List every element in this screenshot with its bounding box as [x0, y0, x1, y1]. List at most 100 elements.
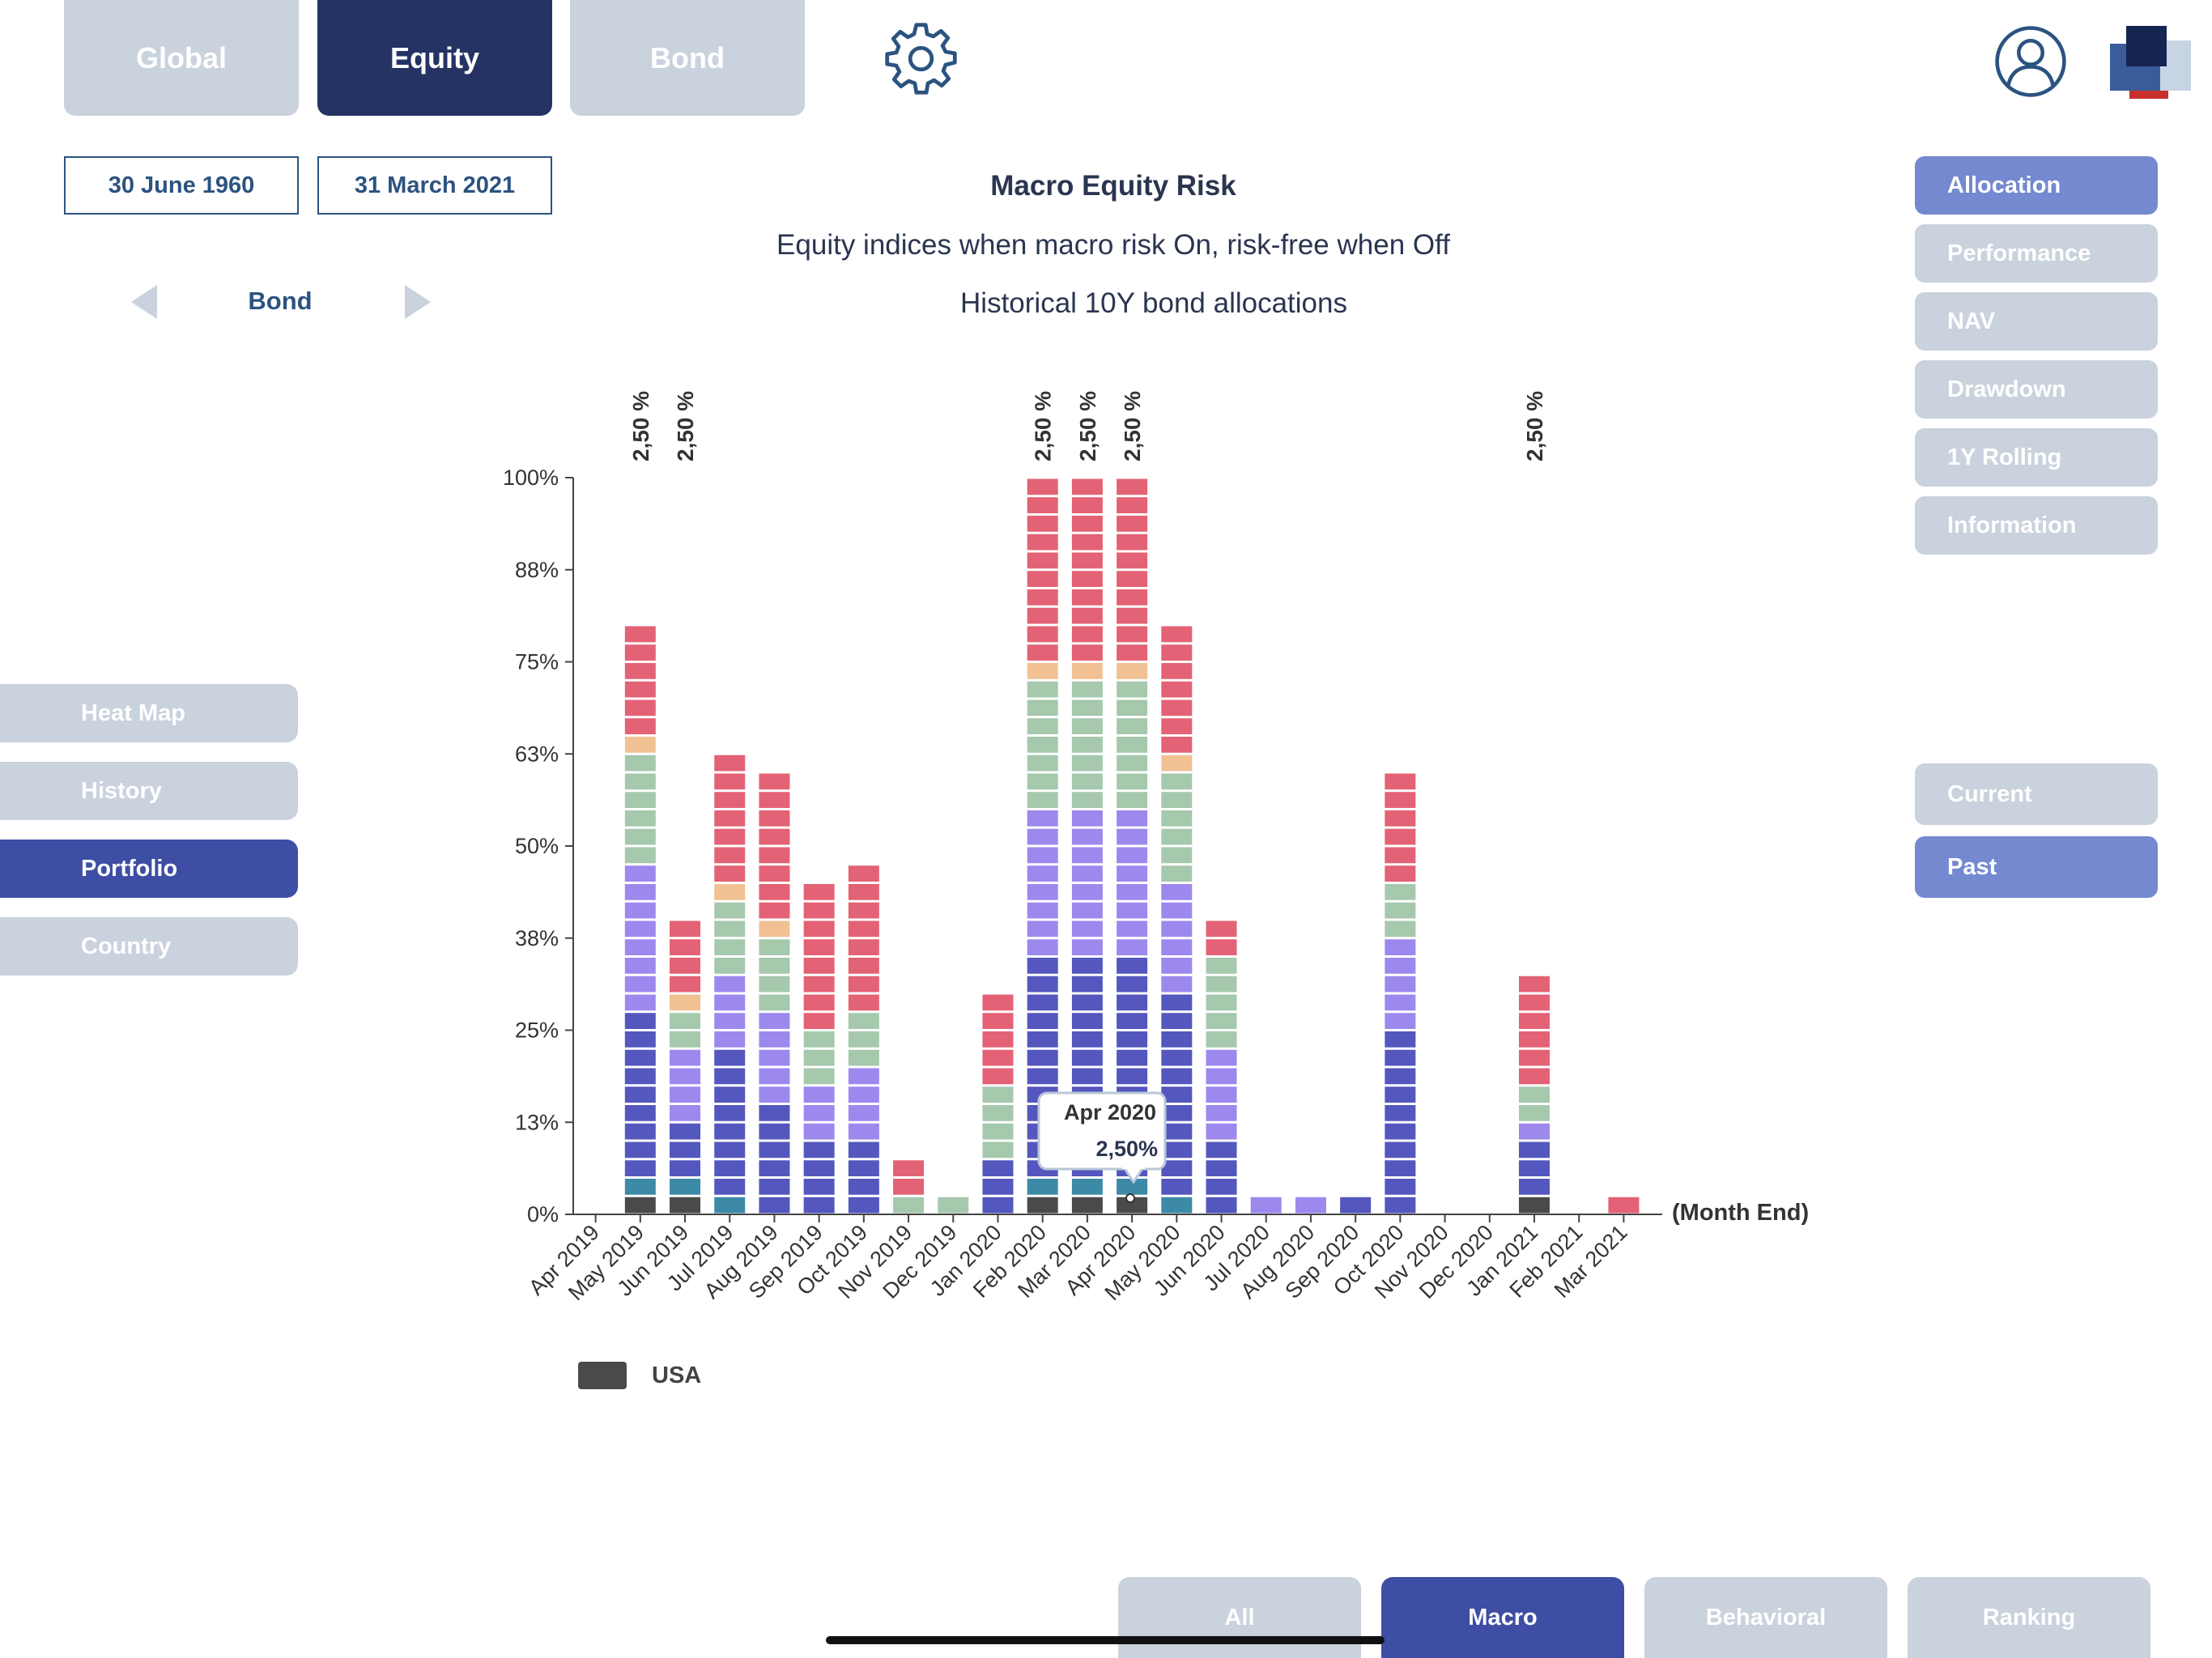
bar-segment-red — [1071, 644, 1103, 661]
y-tick-label: 0% — [527, 1202, 559, 1226]
bar-segment-lavender — [624, 865, 656, 882]
bar-segment-lavender — [1117, 939, 1148, 955]
bar-segment-indigo — [1385, 1197, 1416, 1214]
bar-segment-indigo — [1340, 1197, 1372, 1214]
bar-segment-indigo — [848, 1160, 879, 1176]
y-tick-label: 88% — [515, 558, 559, 582]
bar-segment-lavender — [714, 1013, 746, 1029]
triangle-right-icon[interactable] — [403, 283, 432, 321]
bar-segment-sage — [1117, 718, 1148, 734]
bar-segment-sage — [1117, 737, 1148, 753]
bar-segment-indigo — [670, 1123, 701, 1140]
tab-global[interactable]: Global — [64, 0, 299, 116]
bar-segment-indigo — [624, 1105, 656, 1121]
bar-segment-red — [1518, 1031, 1550, 1048]
legend-label: USA — [652, 1363, 702, 1388]
chart-title: Macro Equity Risk — [990, 170, 1236, 202]
bar-segment-dark — [1518, 1197, 1550, 1214]
menu-performance[interactable]: Performance — [1915, 224, 2158, 283]
bar-segment-red — [759, 773, 790, 790]
bar-segment-red — [803, 939, 835, 955]
bar-segment-lavender — [1071, 920, 1103, 937]
tab-bond[interactable]: Bond — [570, 0, 805, 116]
menu-drawdown[interactable]: Drawdown — [1915, 360, 2158, 419]
bar-segment-red — [624, 718, 656, 734]
bar-segment-red — [1071, 552, 1103, 569]
bar-segment-lavender — [1117, 902, 1148, 919]
bar-segment-sage — [982, 1123, 1014, 1140]
menu-portfolio[interactable]: Portfolio — [0, 840, 298, 898]
bar-segment-red — [1071, 571, 1103, 587]
triangle-left-icon[interactable] — [130, 283, 159, 321]
start-date-field[interactable]: 30 June 1960 — [64, 156, 299, 215]
bar-segment-red — [1027, 516, 1058, 532]
menu-history[interactable]: History — [0, 762, 298, 820]
bar-segment-lavender — [1071, 828, 1103, 845]
bar-segment-sage — [714, 958, 746, 974]
bar-segment-lavender — [1385, 994, 1416, 1011]
bar-segment-indigo — [624, 1031, 656, 1048]
end-date-field[interactable]: 31 March 2021 — [317, 156, 552, 215]
bar-segment-sage — [1071, 773, 1103, 790]
bar-segment-red — [848, 958, 879, 974]
bar-segment-red — [714, 810, 746, 827]
bar-segment-sage — [1027, 681, 1058, 698]
bar-segment-red — [848, 939, 879, 955]
bar-segment-red — [714, 847, 746, 864]
bar-segment-sage — [1161, 828, 1193, 845]
bar-segment-sage — [938, 1197, 969, 1214]
menu-allocation[interactable]: Allocation — [1915, 156, 2158, 215]
bar-segment-red — [670, 976, 701, 993]
bar-segment-indigo — [982, 1179, 1014, 1195]
bar-segment-peach — [1071, 663, 1103, 679]
bar-segment-lavender — [1027, 902, 1058, 919]
bar-segment-indigo — [982, 1197, 1014, 1214]
bottom-tab-all[interactable]: All — [1118, 1577, 1361, 1658]
menu-nav[interactable]: NAV — [1915, 292, 2158, 351]
bar-segment-indigo — [624, 1086, 656, 1103]
bar-segment-lavender — [1071, 865, 1103, 882]
bar-segment-indigo — [1117, 1068, 1148, 1085]
user-avatar-icon[interactable] — [1993, 24, 2068, 99]
bar-segment-indigo — [1385, 1141, 1416, 1158]
bar-segment-sage — [848, 1031, 879, 1048]
bar-segment-sage — [1161, 810, 1193, 827]
bar-segment-red — [803, 976, 835, 993]
bottom-tab-ranking[interactable]: Ranking — [1908, 1577, 2150, 1658]
bar-segment-red — [1608, 1197, 1640, 1214]
bar-segment-red — [1161, 644, 1193, 661]
bar-segment-indigo — [1161, 1179, 1193, 1195]
bar-segment-indigo — [1385, 1123, 1416, 1140]
bar-segment-indigo — [1385, 1179, 1416, 1195]
bar-segment-sage — [1071, 755, 1103, 772]
menu-heat-map[interactable]: Heat Map — [0, 684, 298, 742]
bar-segment-sage — [624, 755, 656, 772]
bar-segment-red — [1518, 994, 1550, 1011]
bar-segment-indigo — [1161, 1068, 1193, 1085]
menu-country[interactable]: Country — [0, 917, 298, 976]
bar-segment-red — [848, 976, 879, 993]
bar-segment-red — [1206, 939, 1237, 955]
menu-information[interactable]: Information — [1915, 496, 2158, 555]
gear-icon[interactable] — [883, 20, 959, 97]
bottom-tab-behavioral[interactable]: Behavioral — [1644, 1577, 1887, 1658]
bar-segment-red — [714, 755, 746, 772]
toggle-past[interactable]: Past — [1915, 836, 2158, 898]
bottom-tab-macro[interactable]: Macro — [1381, 1577, 1624, 1658]
bar-segment-lavender — [759, 1086, 790, 1103]
bar-segment-sage — [1027, 792, 1058, 808]
bar-segment-indigo — [1161, 1123, 1193, 1140]
bar-segment-red — [670, 920, 701, 937]
bar-segment-lavender — [1295, 1197, 1326, 1214]
bar-segment-red — [1161, 737, 1193, 753]
bar-segment-sage — [893, 1197, 925, 1214]
bar-segment-lavender — [1518, 1123, 1550, 1140]
bar-segment-red — [1071, 534, 1103, 551]
menu-1y-rolling[interactable]: 1Y Rolling — [1915, 428, 2158, 487]
tab-equity[interactable]: Equity — [317, 0, 552, 116]
y-tick-label: 63% — [515, 742, 559, 766]
bar-segment-sage — [1385, 902, 1416, 919]
toggle-current[interactable]: Current — [1915, 763, 2158, 825]
bar-segment-teal — [1071, 1179, 1103, 1195]
bar-segment-indigo — [848, 1141, 879, 1158]
